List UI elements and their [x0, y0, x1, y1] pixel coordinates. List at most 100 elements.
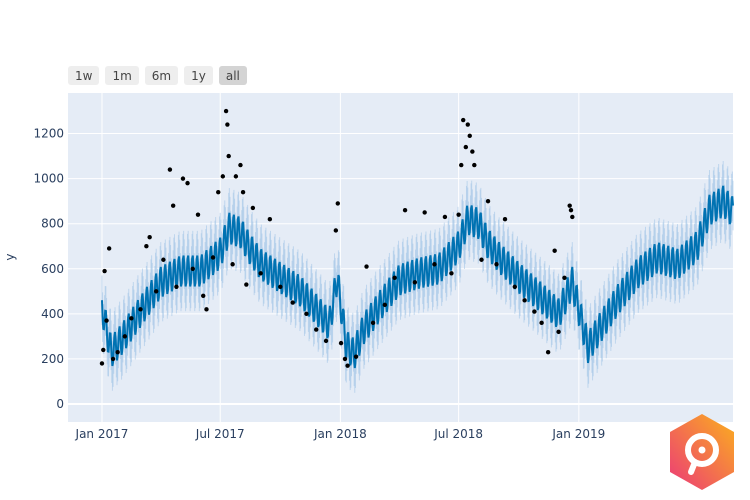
observed-point	[485, 198, 491, 204]
observed-point	[432, 262, 437, 267]
observed-point	[161, 257, 166, 262]
observed-point	[278, 284, 283, 289]
observed-point	[250, 205, 256, 211]
observed-point	[201, 293, 206, 299]
observed-point	[459, 162, 464, 168]
y-tick-label: 400	[41, 307, 64, 321]
observed-point	[304, 311, 309, 317]
y-tick-label: 1200	[33, 127, 64, 141]
x-tick-label: Jul 2017	[195, 427, 245, 441]
observed-point	[333, 228, 339, 233]
observed-point	[233, 174, 239, 179]
range-selector: 1w 1m 6m 1y all	[68, 66, 247, 85]
observed-point	[335, 201, 340, 206]
observed-point	[258, 271, 263, 276]
observed-points	[99, 108, 575, 368]
observed-point	[364, 264, 369, 269]
observed-point	[502, 216, 508, 222]
observed-point	[216, 189, 221, 195]
range-6m-button[interactable]: 6m	[144, 66, 179, 85]
observed-point	[180, 176, 186, 181]
observed-point	[110, 356, 116, 362]
y-tick-label: 200	[41, 352, 64, 366]
observed-point	[290, 300, 295, 305]
observed-point	[479, 257, 484, 262]
observed-point	[204, 307, 209, 312]
observed-point	[353, 354, 359, 359]
y-axis-title: y	[3, 253, 17, 260]
observed-point	[170, 203, 176, 208]
observed-point	[461, 117, 466, 123]
observed-point	[532, 309, 537, 314]
plot-area[interactable]	[68, 93, 733, 422]
observed-point	[449, 271, 454, 276]
observed-point	[556, 329, 561, 335]
observed-point	[323, 338, 329, 344]
observed-point	[342, 356, 348, 362]
observed-point	[370, 320, 376, 326]
observed-point	[226, 153, 231, 159]
observed-point	[539, 320, 544, 326]
observed-point	[314, 327, 319, 332]
observed-point	[190, 266, 195, 271]
y-tick-label: 0	[56, 397, 64, 411]
range-1y-button[interactable]: 1y	[184, 66, 213, 85]
x-tick-label: Jan 2019	[551, 427, 605, 441]
observed-point	[467, 133, 472, 139]
observed-point	[267, 216, 273, 222]
observed-point	[210, 255, 216, 260]
y-tick-label: 1000	[33, 172, 64, 186]
observed-point	[115, 349, 120, 355]
observed-point	[392, 275, 397, 280]
forecast-line	[101, 185, 734, 369]
observed-point	[345, 363, 350, 368]
observed-point	[153, 289, 159, 294]
observed-point	[512, 284, 518, 289]
observed-point	[122, 334, 128, 339]
observed-point	[225, 122, 230, 127]
observed-point	[570, 214, 575, 220]
observed-point	[220, 174, 226, 179]
observed-point	[195, 212, 201, 217]
observed-point	[104, 318, 109, 323]
x-tick-label: Jan 2017	[75, 427, 129, 441]
observed-point	[463, 144, 469, 150]
observed-point	[442, 214, 448, 220]
observed-point	[552, 248, 557, 253]
observed-point	[185, 180, 190, 186]
observed-point	[106, 246, 112, 251]
y-tick-labels: 0 200 400 600 800 1000 1200	[33, 127, 64, 411]
observed-point	[101, 347, 106, 353]
observed-point	[223, 108, 229, 114]
observed-point	[382, 302, 388, 308]
brand-logo	[670, 414, 734, 490]
observed-point	[230, 262, 235, 267]
observed-point	[402, 207, 408, 213]
observed-point	[465, 122, 470, 127]
observed-point	[562, 275, 567, 280]
observed-point	[567, 203, 572, 208]
observed-point	[338, 340, 344, 346]
observed-point	[129, 316, 134, 321]
observed-point	[144, 244, 149, 249]
observed-point	[240, 189, 246, 195]
y-tick-label: 800	[41, 217, 64, 231]
observed-point	[167, 167, 173, 172]
observed-point	[568, 207, 574, 213]
observed-point	[102, 268, 107, 274]
observed-point	[545, 349, 551, 355]
y-tick-label: 600	[41, 262, 64, 276]
observed-point	[522, 298, 527, 303]
range-all-button[interactable]: all	[218, 66, 247, 85]
range-1w-button[interactable]: 1w	[68, 66, 100, 85]
x-tick-label: Jul 2018	[433, 427, 483, 441]
observed-point	[244, 282, 249, 287]
observed-point	[147, 235, 152, 240]
observed-point	[422, 210, 427, 215]
observed-point	[238, 162, 243, 168]
observed-point	[470, 149, 475, 154]
range-1m-button[interactable]: 1m	[105, 66, 139, 85]
observed-point	[138, 307, 143, 312]
x-tick-label: Jan 2018	[313, 427, 367, 441]
